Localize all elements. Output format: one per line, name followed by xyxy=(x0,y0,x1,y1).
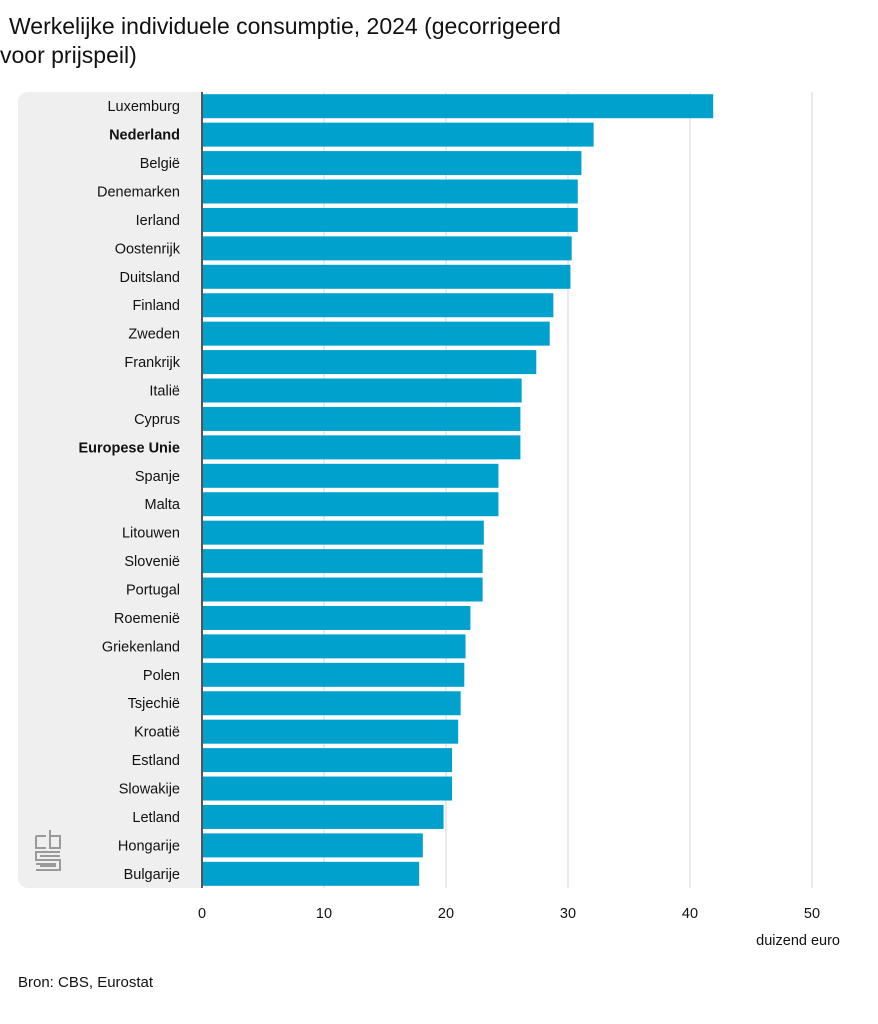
category-label: Hongarije xyxy=(118,838,180,854)
category-label: Kroatië xyxy=(134,725,180,741)
bar-belgië xyxy=(202,151,582,176)
bar-europese-unie xyxy=(202,435,521,460)
category-label: Frankrijk xyxy=(124,355,180,371)
category-label: Zweden xyxy=(128,327,180,343)
category-label: Denemarken xyxy=(97,185,180,201)
bar-hongarije xyxy=(202,833,423,858)
bar-oostenrijk xyxy=(202,236,572,261)
bar-letland xyxy=(202,804,444,829)
cbs-logo-icon xyxy=(35,830,61,871)
category-label: Tsjechië xyxy=(128,696,180,712)
category-label: Roemenië xyxy=(114,611,180,627)
bar-bulgarije xyxy=(202,861,420,886)
category-label: Europese Unie xyxy=(78,440,180,456)
category-label: Italië xyxy=(149,384,180,400)
bar-kroatië xyxy=(202,719,459,744)
bar-estland xyxy=(202,748,453,773)
bar-litouwen xyxy=(202,520,484,545)
x-axis-unit-label: duizend euro xyxy=(756,933,840,949)
bar-luxemburg xyxy=(202,94,714,119)
source-note: Bron: CBS, Eurostat xyxy=(18,974,154,991)
bar-frankrijk xyxy=(202,350,537,375)
y-axis-line xyxy=(201,92,203,888)
x-tick-label: 30 xyxy=(560,906,576,922)
bar-nederland xyxy=(202,122,594,147)
bar-zweden xyxy=(202,321,550,346)
bar-italië xyxy=(202,378,522,403)
chart-title: Werkelijke individuele consumptie, 2024 … xyxy=(0,12,660,70)
bar-cyprus xyxy=(202,406,521,431)
bar-ierland xyxy=(202,207,578,232)
category-label: Slowakije xyxy=(119,782,180,798)
x-tick-label: 40 xyxy=(682,906,698,922)
category-label: Slovenië xyxy=(124,554,180,570)
category-label: Estland xyxy=(132,753,180,769)
category-label: Nederland xyxy=(109,128,180,144)
category-label: Polen xyxy=(143,668,180,684)
x-tick-labels: 0 10 20 30 40 50 xyxy=(198,906,820,922)
category-label: Portugal xyxy=(126,583,180,599)
bar-finland xyxy=(202,293,554,318)
category-labels: Luxemburg Nederland België Denemarken Ierlan… xyxy=(78,99,180,883)
chart-title-line-1: Werkelijke individuele consumptie, 2024 … xyxy=(9,13,561,39)
x-tick-label: 0 xyxy=(198,906,206,922)
category-label: België xyxy=(140,156,180,172)
category-label: Oostenrijk xyxy=(115,241,181,257)
category-label: Bulgarije xyxy=(124,867,180,883)
category-label: Letland xyxy=(132,810,180,826)
bar-denemarken xyxy=(202,179,578,204)
x-tick-label: 20 xyxy=(438,906,454,922)
bar-portugal xyxy=(202,577,483,602)
bar-polen xyxy=(202,662,465,687)
bar-slovenië xyxy=(202,549,483,574)
bar-tsjechië xyxy=(202,691,461,716)
category-label: Luxemburg xyxy=(107,99,180,115)
bar-slowakije xyxy=(202,776,453,801)
bars xyxy=(202,94,714,886)
bar-roemenië xyxy=(202,605,471,630)
category-label: Ierland xyxy=(136,213,180,229)
chart-title-line-2: voor prijspeil) xyxy=(0,42,137,68)
category-label: Griekenland xyxy=(102,639,180,655)
bar-malta xyxy=(202,492,499,517)
bar-spanje xyxy=(202,463,499,488)
category-label: Cyprus xyxy=(134,412,180,428)
bar-duitsland xyxy=(202,264,571,289)
category-label: Duitsland xyxy=(120,270,180,286)
category-label: Spanje xyxy=(135,469,180,485)
category-label: Malta xyxy=(145,497,181,513)
x-tick-label: 10 xyxy=(316,906,332,922)
x-tick-label: 50 xyxy=(804,906,820,922)
bar-griekenland xyxy=(202,634,466,659)
category-label: Litouwen xyxy=(122,526,180,542)
category-label: Finland xyxy=(132,298,180,314)
category-label-panel xyxy=(18,92,202,888)
